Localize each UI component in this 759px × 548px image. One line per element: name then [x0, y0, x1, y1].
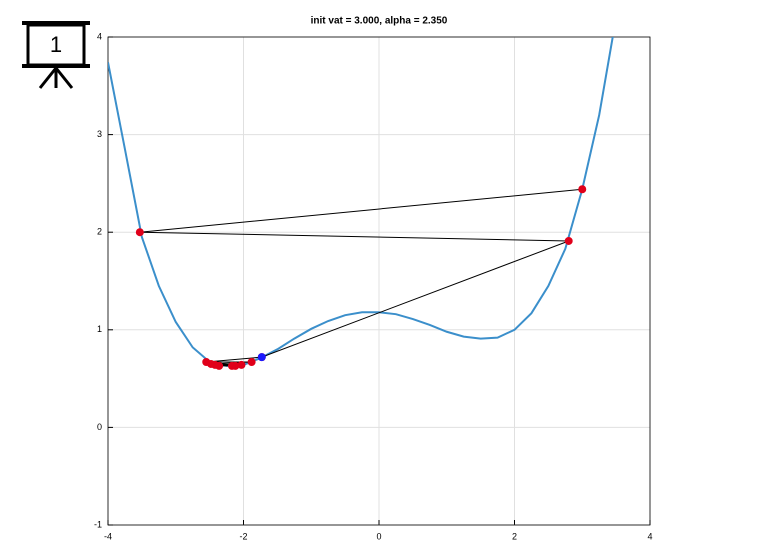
y-tick-label: 1 — [97, 324, 102, 334]
plot-area — [108, 37, 614, 370]
plot-frame — [107, 36, 651, 526]
point-marker — [578, 185, 587, 194]
point-marker — [564, 236, 573, 245]
y-tick-label: 0 — [97, 422, 102, 432]
point-marker — [257, 353, 266, 362]
series-line — [108, 37, 614, 367]
x-tick-label: -4 — [104, 531, 112, 541]
point-marker — [247, 358, 256, 367]
x-tick-label: 0 — [376, 531, 381, 541]
y-tick-label: 4 — [97, 31, 102, 41]
y-tick-label: -1 — [94, 519, 102, 529]
x-tick-label: 4 — [647, 531, 652, 541]
y-tick-label: 3 — [97, 129, 102, 139]
point-marker — [215, 361, 224, 370]
series-line — [139, 188, 583, 367]
point-marker — [227, 361, 236, 370]
point-marker — [135, 228, 144, 237]
icon — [22, 21, 90, 89]
chart-title: init vat = 3.000, alpha = 2.350 — [311, 16, 448, 27]
x-tick-label: -2 — [239, 531, 247, 541]
x-tick-label: 2 — [512, 531, 517, 541]
y-tick-label: 2 — [97, 227, 102, 237]
icon-label: 1 — [50, 32, 62, 57]
